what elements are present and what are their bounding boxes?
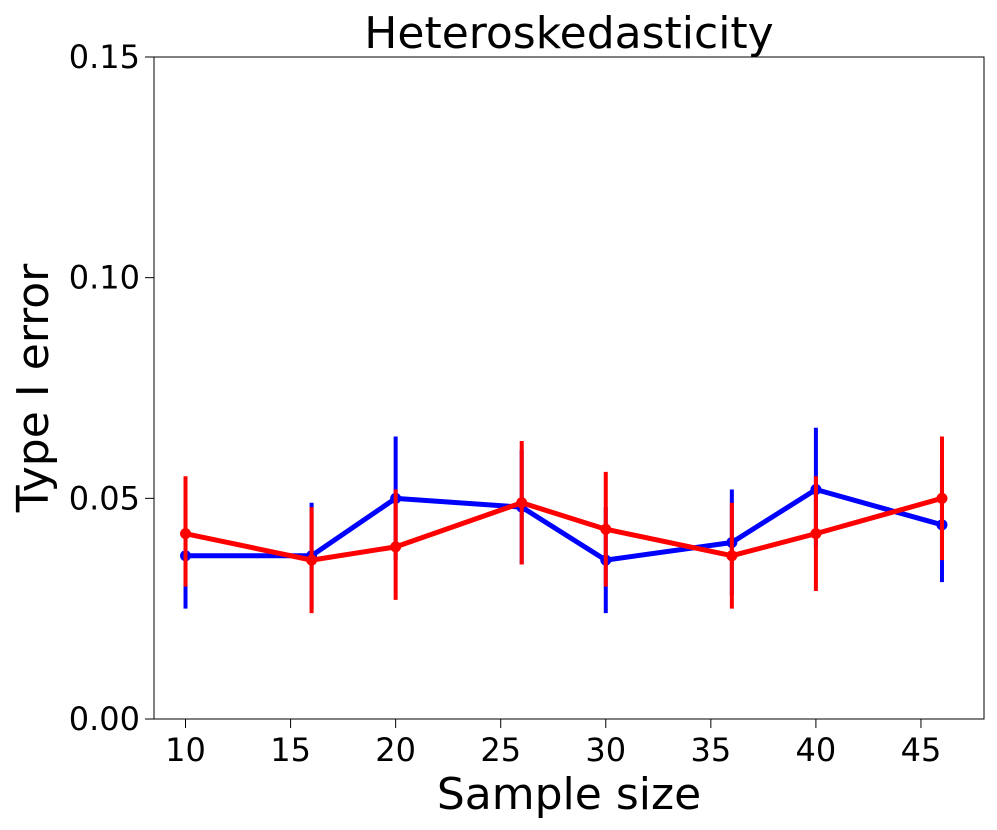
data-point xyxy=(936,492,948,504)
y-axis: 0.00 0.05 0.10 0.15 xyxy=(69,38,154,738)
data-point xyxy=(600,523,612,535)
x-axis-label: Sample size xyxy=(437,769,701,820)
x-tick-label: 35 xyxy=(690,731,731,769)
y-tick-label: 0.00 xyxy=(69,700,140,738)
x-tick-label: 45 xyxy=(901,731,942,769)
chart-title: Heteroskedasticity xyxy=(364,8,773,59)
x-tick-label: 25 xyxy=(480,731,521,769)
series-layer xyxy=(180,427,948,614)
x-tick-label: 10 xyxy=(165,731,206,769)
y-tick-label: 0.05 xyxy=(69,479,140,517)
data-point xyxy=(390,541,402,553)
y-tick-label: 0.10 xyxy=(69,259,140,297)
data-point xyxy=(726,550,738,562)
plot-frame xyxy=(153,56,985,720)
series-line xyxy=(185,495,943,563)
x-tick-label: 20 xyxy=(375,731,416,769)
data-point xyxy=(306,554,318,566)
x-tick-label: 40 xyxy=(796,731,837,769)
data-point xyxy=(810,528,822,540)
data-point xyxy=(516,497,528,509)
x-axis: 10 15 20 25 30 35 40 45 xyxy=(165,719,941,769)
x-tick-label: 15 xyxy=(270,731,311,769)
x-tick-label: 30 xyxy=(585,731,626,769)
series-red xyxy=(180,436,948,614)
y-axis-label: Type I error xyxy=(8,263,59,513)
y-tick-label: 0.15 xyxy=(69,38,140,76)
data-point xyxy=(180,528,192,540)
series-line xyxy=(185,487,943,563)
